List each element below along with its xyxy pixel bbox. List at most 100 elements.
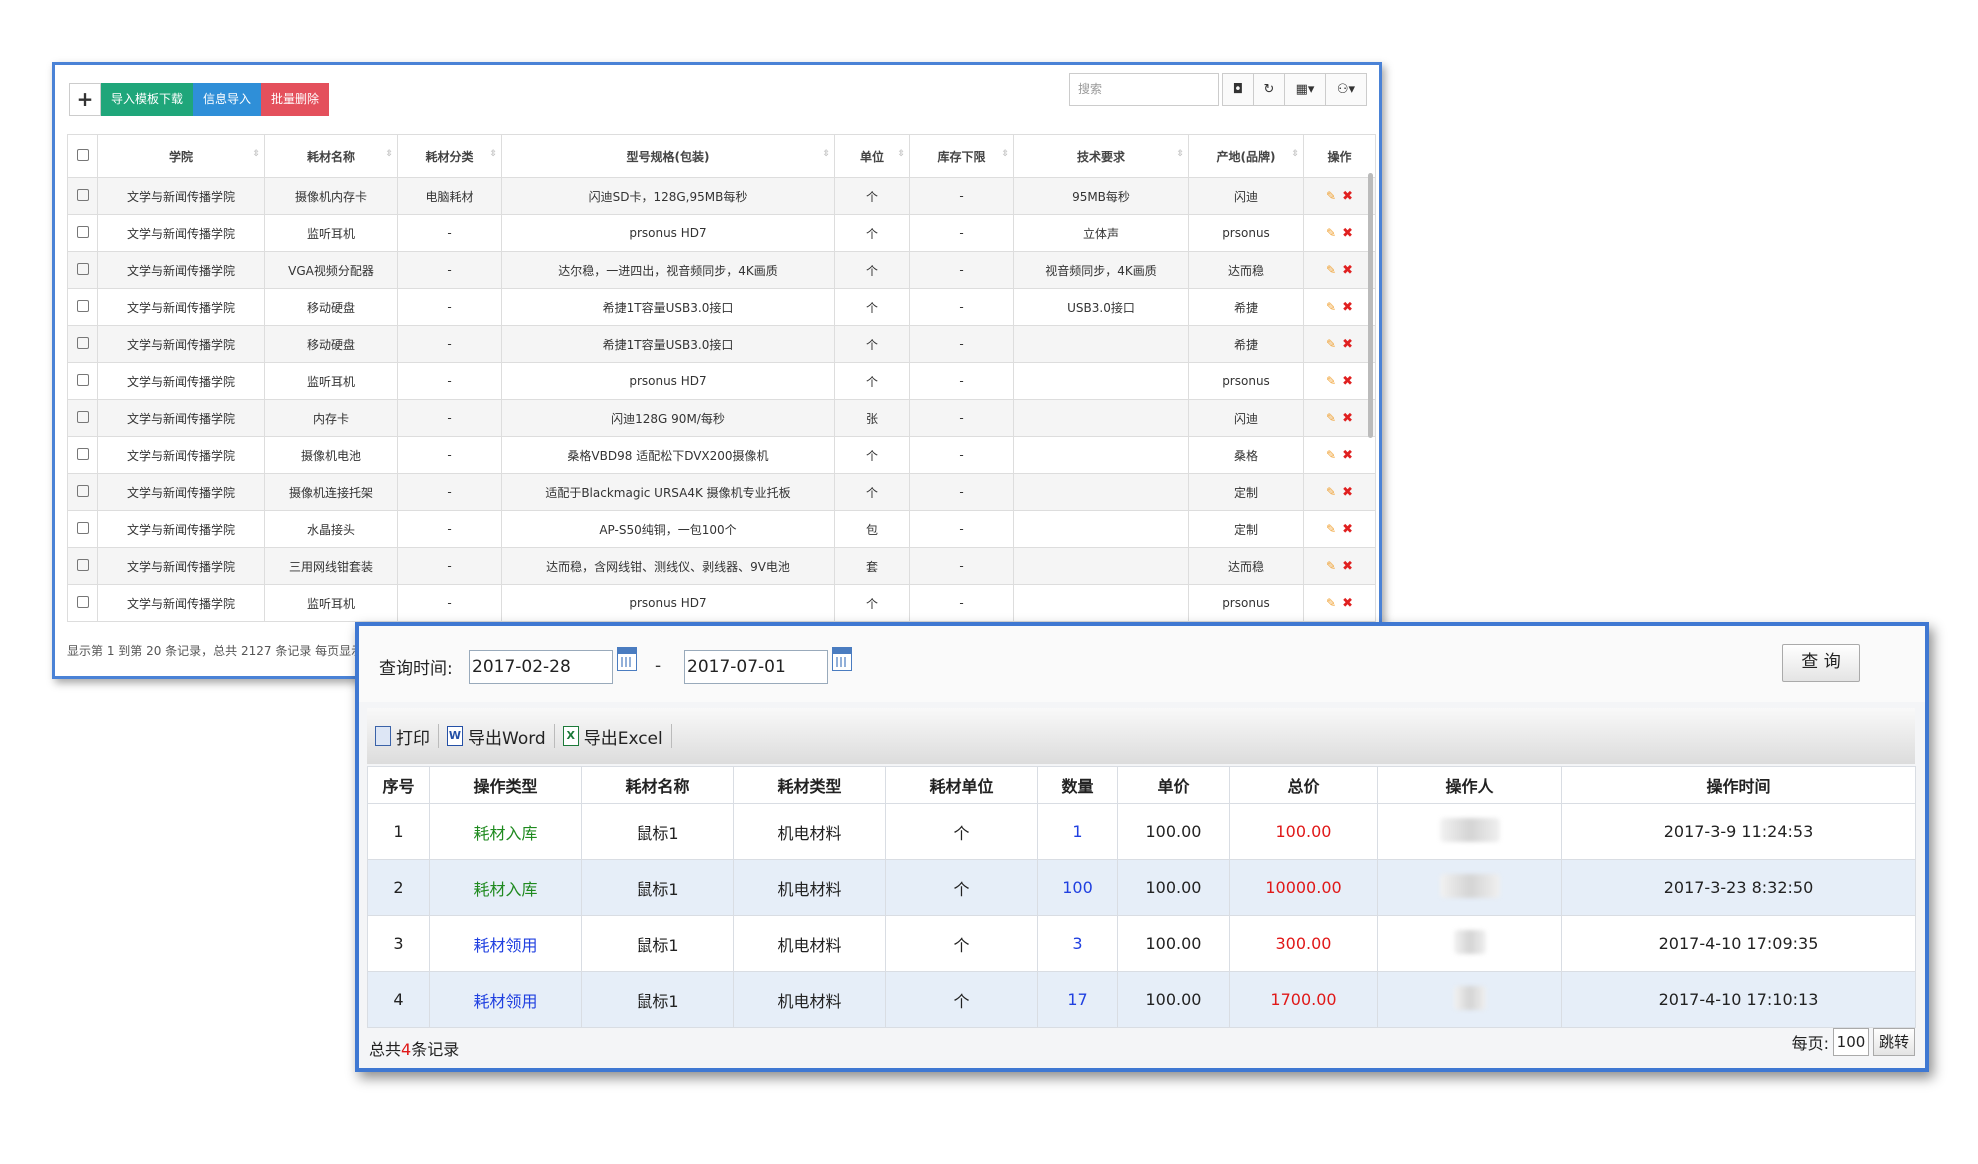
pager: 每页: 100 跳转 [1792,1028,1915,1056]
col-header: 耗材名称 [581,766,734,804]
search-input[interactable]: 搜索 [1069,73,1219,106]
cell-origin: 闪迪 [1188,177,1304,215]
table-tools: ◘ ↻ ▦▾ ⚇▾ [1222,73,1367,106]
cell-spec: 闪迪SD卡，128G,95MB每秒 [501,177,835,215]
row-checkbox[interactable] [67,251,98,289]
edit-icon[interactable]: ✎ [1326,410,1337,425]
cell-name: 移动硬盘 [264,288,398,326]
cell-category: - [397,214,502,252]
cell-spec: AP-S50纯铜，一包100个 [501,510,835,548]
import-button[interactable]: 信息导入 [193,83,262,116]
edit-icon[interactable]: ✎ [1326,299,1337,314]
col-header[interactable]: 耗材名称 ⇳ [264,134,398,178]
batch-delete-button[interactable]: 批量删除 [261,83,330,116]
row-checkbox[interactable] [67,584,98,622]
row-checkbox[interactable] [67,362,98,400]
page-size-input[interactable]: 100 [1833,1028,1869,1056]
records-window: 查询时间: 2017-02-28 - 2017-07-01 查 询 打印 W 导… [355,622,1929,1072]
cell-name: 移动硬盘 [264,325,398,363]
calendar-icon[interactable] [832,647,852,671]
total-suffix: 条记录 [411,1040,460,1059]
select-all-checkbox[interactable] [67,134,98,178]
row-checkbox[interactable] [67,288,98,326]
row-checkbox[interactable] [67,325,98,363]
delete-icon[interactable]: ✖ [1342,336,1353,352]
edit-icon[interactable]: ✎ [1326,447,1337,462]
delete-icon[interactable]: ✖ [1342,262,1353,278]
table-row: 文学与新闻传播学院 监听耳机 - prsonus HD7 个 - 立体声 prsonus ✎ ✖ [67,214,1376,252]
export-word-label: 导出Word [468,728,546,749]
export-word-button[interactable]: W 导出Word [439,724,555,749]
cell-time: 2017-4-10 17:10:13 [1561,971,1916,1028]
end-date-input[interactable]: 2017-07-01 [684,650,828,684]
row-checkbox[interactable] [67,510,98,548]
edit-icon[interactable]: ✎ [1326,595,1337,610]
col-header[interactable]: 耗材分类 ⇳ [397,134,502,178]
query-button[interactable]: 查 询 [1782,644,1860,682]
table-header-row: 学院 ⇳ 耗材名称 ⇳ 耗材分类 ⇳ 型号规格(包装) ⇳ 单位 ⇳ 库存下限 ⇳ 技术要求… [67,134,1376,178]
delete-icon[interactable]: ✖ [1342,410,1353,426]
refresh-button[interactable]: ↻ [1253,73,1285,106]
delete-icon[interactable]: ✖ [1342,595,1353,611]
print-button[interactable]: 打印 [367,724,439,749]
scrollbar[interactable] [1368,173,1373,438]
delete-icon[interactable]: ✖ [1342,373,1353,389]
col-header[interactable]: 型号规格(包装) ⇳ [501,134,835,178]
row-checkbox[interactable] [67,436,98,474]
cell-spec: prsonus HD7 [501,362,835,400]
cell-price: 100.00 [1117,803,1230,860]
row-checkbox[interactable] [67,214,98,252]
columns-button[interactable]: ▦▾ [1284,73,1326,106]
edit-icon[interactable]: ✎ [1326,521,1337,536]
cell-spec: prsonus HD7 [501,214,835,252]
cell-category: - [397,362,502,400]
edit-icon[interactable]: ✎ [1326,373,1337,388]
row-checkbox[interactable] [67,547,98,585]
delete-icon[interactable]: ✖ [1342,558,1353,574]
edit-icon[interactable]: ✎ [1326,262,1337,277]
delete-icon[interactable]: ✖ [1342,225,1353,241]
cell-time: 2017-3-9 11:24:53 [1561,803,1916,860]
edit-icon[interactable]: ✎ [1326,188,1337,203]
delete-icon[interactable]: ✖ [1342,188,1353,204]
edit-icon[interactable]: ✎ [1326,558,1337,573]
cell-name: 鼠标1 [581,859,734,916]
cell-category: - [397,547,502,585]
edit-icon[interactable]: ✎ [1326,336,1337,351]
add-button[interactable]: + [69,83,101,116]
table-row: 2 耗材入库 鼠标1 机电材料个 100 100.00 10000.00 2017-3-23 … [367,859,1916,916]
row-actions: ✎ ✖ [1303,547,1376,585]
delete-icon[interactable]: ✖ [1342,521,1353,537]
export-button[interactable]: ⚇▾ [1325,73,1367,106]
calendar-icon[interactable] [617,647,637,671]
cell-category: - [397,399,502,437]
col-header[interactable]: 库存下限 ⇳ [909,134,1014,178]
delete-icon[interactable]: ✖ [1342,299,1353,315]
cell-min-stock: - [909,325,1014,363]
row-checkbox[interactable] [67,177,98,215]
columns-icon: ▦▾ [1295,82,1315,97]
cell-category: - [397,325,502,363]
row-checkbox[interactable] [67,473,98,511]
refresh-icon: ↻ [1263,82,1275,97]
row-checkbox[interactable] [67,399,98,437]
cell-type: 耗材领用 [429,915,582,972]
toggle-view-button[interactable]: ◘ [1222,73,1254,106]
edit-icon[interactable]: ✎ [1326,484,1337,499]
cell-origin: 达而稳 [1188,251,1304,289]
template-download-button[interactable]: 导入模板下载 [101,83,194,116]
col-header[interactable]: 产地(品牌) ⇳ [1188,134,1304,178]
word-icon: W [447,726,463,746]
edit-icon[interactable]: ✎ [1326,225,1337,240]
delete-icon[interactable]: ✖ [1342,484,1353,500]
cell-college: 文学与新闻传播学院 [97,547,265,585]
table-row: 文学与新闻传播学院 摄像机连接托架 - 适配于Blackmagic URSA4K 摄像… [67,473,1376,511]
col-header[interactable]: 学院 ⇳ [97,134,265,178]
export-excel-button[interactable]: X 导出Excel [555,724,672,749]
col-header[interactable]: 技术要求 ⇳ [1013,134,1189,178]
cell-unit: 个 [834,251,910,289]
start-date-input[interactable]: 2017-02-28 [469,650,613,684]
jump-button[interactable]: 跳转 [1873,1028,1915,1056]
col-header[interactable]: 单位 ⇳ [834,134,910,178]
delete-icon[interactable]: ✖ [1342,447,1353,463]
